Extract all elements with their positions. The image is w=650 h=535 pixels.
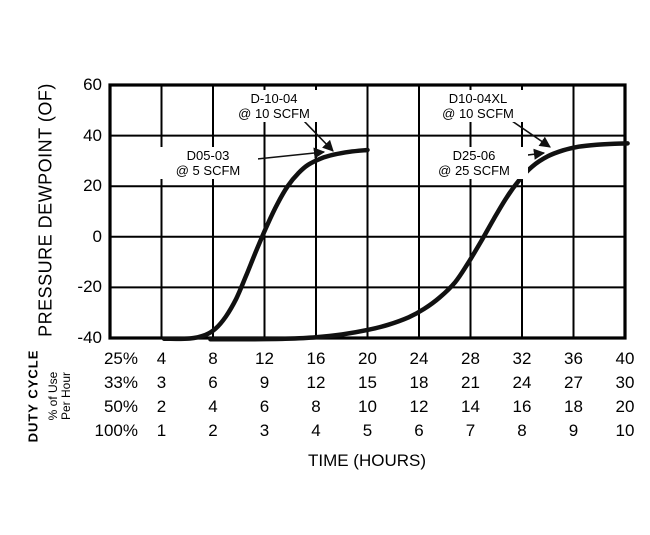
time-value: 32 bbox=[512, 349, 532, 368]
annotation-model: D25-06 bbox=[452, 148, 496, 163]
time-value: 2 bbox=[156, 397, 167, 416]
time-value: 15 bbox=[358, 373, 377, 392]
time-value: 36 bbox=[564, 349, 583, 368]
y-tick-label: 60 bbox=[83, 75, 102, 94]
annotation-model: D10-04XL bbox=[448, 91, 508, 106]
x-axis-title: TIME (HOURS) bbox=[307, 451, 427, 470]
annotation-model: D05-03 bbox=[186, 148, 230, 163]
time-value: 16 bbox=[512, 397, 532, 416]
y-axis-title: PRESSURE DEWPOINT (OF) bbox=[35, 83, 56, 337]
time-value: 6 bbox=[414, 421, 424, 440]
time-value: 5 bbox=[362, 421, 373, 440]
annotation-flow: @ 25 SCFM bbox=[438, 163, 510, 178]
y-tick-label: 20 bbox=[83, 176, 102, 196]
time-value: 30 bbox=[615, 373, 635, 392]
duty-row-label: 100% bbox=[94, 421, 138, 440]
plot-border bbox=[108, 83, 627, 340]
time-value: 24 bbox=[409, 349, 429, 368]
time-value: 8 bbox=[311, 397, 321, 416]
time-value: 12 bbox=[255, 349, 274, 368]
time-value: 28 bbox=[461, 349, 480, 368]
time-value: 21 bbox=[461, 373, 480, 392]
y-tick-label: 0 bbox=[92, 226, 102, 246]
time-value: 8 bbox=[517, 421, 527, 440]
annotation-d10-04xl: D10-04XL @ 10 SCFM bbox=[424, 90, 532, 122]
time-value: 4 bbox=[156, 349, 167, 368]
time-value: 9 bbox=[259, 373, 270, 392]
annotation-flow: @ 5 SCFM bbox=[175, 163, 241, 178]
time-value: 18 bbox=[409, 373, 429, 392]
annotation-leader-0 bbox=[302, 119, 334, 152]
annotation-leader-1 bbox=[256, 147, 326, 160]
annotation-model: D-10-04 bbox=[250, 91, 298, 106]
time-value: 12 bbox=[306, 373, 326, 392]
duty-row-label: 25% bbox=[103, 349, 138, 368]
annotation-d05-03: D05-03 @ 5 SCFM bbox=[158, 147, 258, 179]
annotation-d-10-04: D-10-04 @ 10 SCFM bbox=[224, 90, 324, 122]
duty-row-label: 33% bbox=[103, 373, 138, 392]
time-value: 8 bbox=[208, 349, 218, 368]
time-value: 20 bbox=[615, 397, 635, 416]
time-value: 18 bbox=[564, 397, 583, 416]
time-value: 14 bbox=[461, 397, 480, 416]
time-value: 10 bbox=[358, 397, 377, 416]
time-value: 4 bbox=[311, 421, 321, 440]
duty-row-label: 50% bbox=[103, 397, 138, 416]
y-tick-label: -20 bbox=[77, 277, 102, 297]
time-value: 3 bbox=[259, 421, 270, 440]
annotation-flow: @ 10 SCFM bbox=[442, 106, 514, 121]
time-value: 4 bbox=[208, 397, 218, 416]
annotation-leader-2 bbox=[511, 120, 551, 148]
time-value: 1 bbox=[156, 421, 167, 440]
time-value: 10 bbox=[615, 421, 635, 440]
y-tick-label: -40 bbox=[77, 328, 102, 347]
time-value: 3 bbox=[156, 373, 167, 392]
annotation-flow: @ 10 SCFM bbox=[238, 106, 310, 121]
time-value: 20 bbox=[358, 349, 377, 368]
time-value: 6 bbox=[259, 397, 270, 416]
dryer-curve-1 bbox=[208, 141, 630, 342]
time-value: 24 bbox=[512, 373, 532, 392]
annotation-d25-06: D25-06 @ 25 SCFM bbox=[420, 147, 528, 179]
time-value: 2 bbox=[208, 421, 218, 440]
time-value: 7 bbox=[465, 421, 476, 440]
time-value: 27 bbox=[564, 373, 583, 392]
duty-cycle-label: DUTY CYCLE bbox=[25, 349, 41, 443]
time-value: 6 bbox=[208, 373, 218, 392]
time-value: 40 bbox=[615, 349, 635, 368]
time-value: 16 bbox=[306, 349, 326, 368]
y-tick-label: 40 bbox=[83, 125, 102, 145]
time-value: 12 bbox=[409, 397, 429, 416]
time-value: 9 bbox=[568, 421, 579, 440]
percent-use-per-hour-label: % of Use Per Hour bbox=[46, 372, 73, 421]
